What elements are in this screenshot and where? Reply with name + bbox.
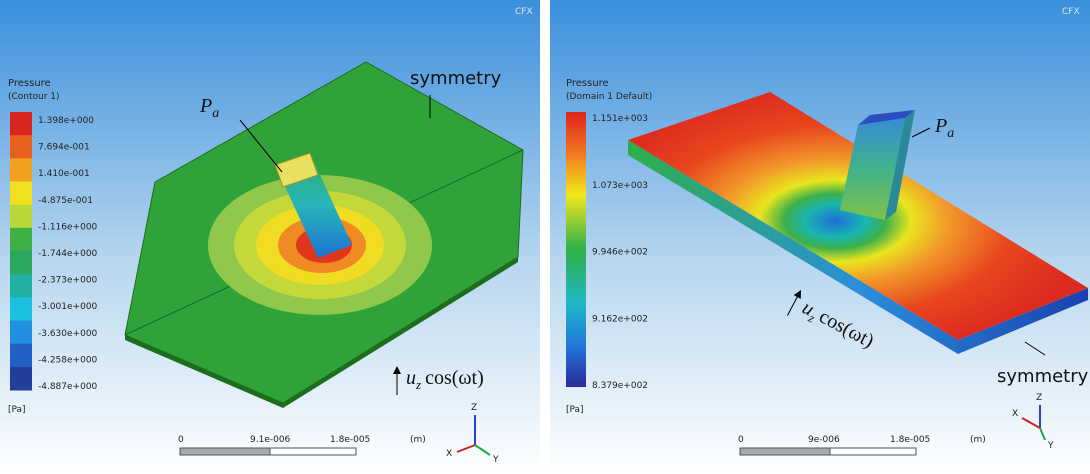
- scale-label: 0: [178, 435, 184, 445]
- colorbar-band: [10, 321, 32, 345]
- watermark: CFX: [515, 7, 533, 17]
- symmetry-label: symmetry: [410, 68, 502, 89]
- colorbar: [566, 112, 586, 387]
- scale-label: 0: [738, 435, 744, 445]
- symmetry-label: symmetry: [997, 366, 1089, 387]
- axis-label: X: [1012, 409, 1018, 419]
- pa-subscript: a: [947, 126, 954, 141]
- motion-text: cos(ωt): [425, 367, 484, 389]
- scale-label: 9.1e-006: [250, 435, 291, 445]
- colorbar-band: [10, 182, 32, 206]
- scale-bar: [180, 448, 270, 455]
- legend-title: Pressure: [8, 78, 51, 89]
- axis-label: Y: [492, 455, 499, 465]
- scale-bar: [830, 448, 916, 455]
- legend-label: -2.373e+000: [38, 276, 98, 286]
- colorbar-band: [10, 367, 32, 391]
- pa-symbol: P: [199, 95, 212, 117]
- legend-label: 1.410e-001: [38, 169, 90, 179]
- colorbar-band: [10, 274, 32, 298]
- legend-label: -3.630e+000: [38, 329, 98, 339]
- motion-subscript: z: [415, 377, 421, 392]
- axis-label: Y: [1047, 441, 1054, 451]
- legend-label: -3.001e+000: [38, 302, 98, 312]
- scale-label: 9e-006: [808, 435, 840, 445]
- pa-subscript: a: [212, 106, 219, 121]
- pa-symbol: P: [934, 115, 947, 137]
- scale-unit: (m): [410, 435, 426, 445]
- legend-label: 9.162e+002: [592, 314, 648, 324]
- figure: CFX symmetry Pa uz cos(ωt) Pressure (Cont…: [0, 0, 1090, 474]
- legend-label: -4.258e+000: [38, 355, 98, 365]
- legend-label: -1.116e+000: [38, 222, 98, 232]
- legend-label: 9.946e+002: [592, 248, 648, 258]
- legend-label: 7.694e-001: [38, 143, 90, 153]
- colorbar-band: [10, 344, 32, 368]
- axis-label: X: [446, 449, 452, 459]
- colorbar-band: [10, 297, 32, 321]
- scale-unit: (m): [970, 435, 986, 445]
- legend-label: 1.073e+003: [592, 181, 648, 191]
- axis-label: Z: [1036, 393, 1042, 403]
- unit: [Pa]: [566, 405, 584, 415]
- scale-label: 1.8e-005: [330, 435, 370, 445]
- unit: [Pa]: [8, 405, 26, 415]
- colorbar-band: [10, 135, 32, 159]
- legend-label: -4.875e-001: [38, 196, 93, 206]
- scale-bar: [740, 448, 830, 455]
- colorbar-band: [10, 251, 32, 275]
- scale-label: 1.8e-005: [890, 435, 930, 445]
- colorbar-band: [10, 205, 32, 229]
- legend-label: 8.379e+002: [592, 381, 648, 391]
- left-panel: CFX symmetry Pa uz cos(ωt) Pressure (Cont…: [0, 0, 540, 474]
- legend-subtitle: (Contour 1): [8, 92, 60, 102]
- colorbar-band: [10, 228, 32, 252]
- legend-label: -4.887e+000: [38, 382, 98, 392]
- legend-label: -1.744e+000: [38, 249, 98, 259]
- scale-bar: [270, 448, 356, 455]
- legend-label: 1.151e+003: [592, 114, 648, 124]
- legend-label: 1.398e+000: [38, 116, 94, 126]
- watermark: CFX: [1062, 7, 1080, 17]
- legend-subtitle: (Domain 1 Default): [566, 92, 652, 102]
- colorbar-band: [10, 158, 32, 182]
- colorbar-band: [10, 112, 32, 136]
- motion-symbol: u: [406, 367, 416, 389]
- axis-label: Z: [471, 403, 477, 413]
- legend-title: Pressure: [566, 78, 609, 89]
- right-panel: CFX Pa symmetry uzcos(ωt) Pressure (Doma…: [550, 0, 1090, 474]
